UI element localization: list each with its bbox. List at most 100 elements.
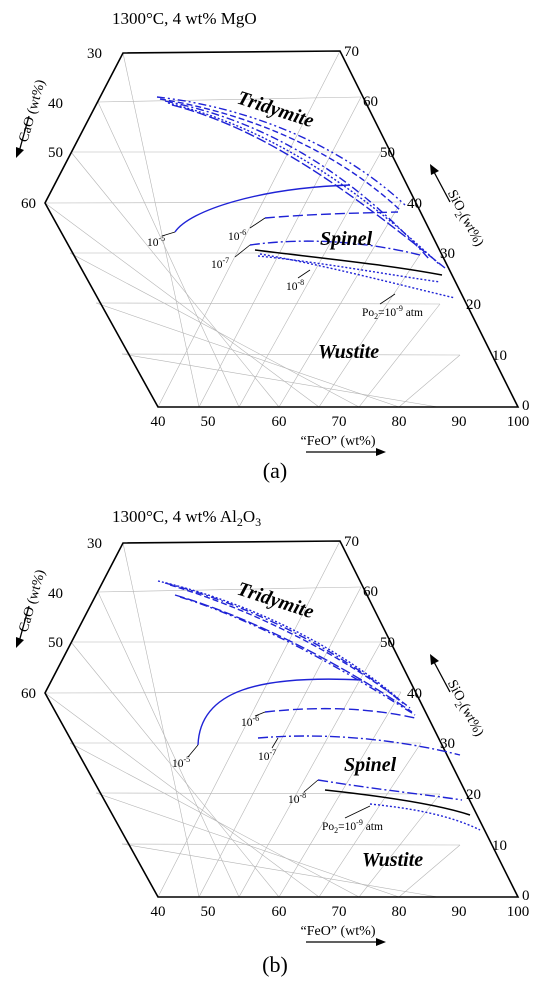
po2-label-10-8: 10-8 xyxy=(286,278,304,293)
svg-text:CaO (wt%): CaO (wt%) xyxy=(17,78,49,144)
sio2-tick: 20 xyxy=(466,297,481,313)
cao-axis-arrow xyxy=(18,605,30,643)
cao-axis-arrow xyxy=(18,115,30,153)
svg-text:CaO (wt%): CaO (wt%) xyxy=(17,568,49,634)
po2-label-10-8: 10-8 xyxy=(288,791,306,806)
sio2-tick: 70 xyxy=(344,534,359,550)
phase-label-tridymite: Tridymite xyxy=(234,578,316,623)
tridymite-boundary-10-5 xyxy=(156,96,406,206)
panel-a-curves xyxy=(156,96,456,299)
feo-tick: 50 xyxy=(201,414,216,430)
tridymite-boundary-10-6 xyxy=(159,98,401,211)
sio2-tick: 30 xyxy=(440,736,455,752)
sio2-tick: 10 xyxy=(492,838,507,854)
po2-curve-10-5 xyxy=(197,678,363,746)
sio2-tick: 60 xyxy=(363,94,378,110)
feo-tick: 70 xyxy=(332,904,347,920)
po2-boundary-black xyxy=(324,789,471,816)
cao-tick: 50 xyxy=(48,635,63,651)
sio2-tick: 20 xyxy=(466,787,481,803)
po2-boundary-black xyxy=(254,249,443,276)
sio2-tick: 40 xyxy=(407,196,422,212)
po2-curve-10-5 xyxy=(174,184,351,233)
panel-a: 1300°C, 4 wt% MgO xyxy=(16,9,530,483)
feo-tick: 70 xyxy=(332,414,347,430)
feo-tick: 40 xyxy=(151,904,166,920)
sio2-tick: 50 xyxy=(380,145,395,161)
panel-a-grid xyxy=(44,50,461,408)
cao-tick: 40 xyxy=(48,96,63,112)
sio2-tick: 50 xyxy=(380,635,395,651)
tridymite-boundary-10-8 xyxy=(167,102,441,266)
tridymite-boundary-10-9 xyxy=(171,104,446,269)
po2-label-10-7: 10-7 xyxy=(211,256,229,271)
panel-b: 1300°C, 4 wt% Al2O3 30 40 5 xyxy=(16,507,530,977)
feo-tick: 100 xyxy=(507,904,530,920)
panel-b-title: 1300°C, 4 wt% Al2O3 xyxy=(112,507,261,529)
phase-label-wustite: Wustite xyxy=(362,849,423,871)
sio2-tick: 70 xyxy=(344,44,359,60)
tridymite-boundary-10-9 xyxy=(179,596,416,716)
tridymite-boundary-10-7 xyxy=(169,584,411,709)
tridymite-boundary-10-7 xyxy=(164,100,431,261)
po2-label-10-5: 10-5 xyxy=(172,755,190,770)
po2-curve-10-9 xyxy=(259,253,456,299)
sio2-arrowhead-icon xyxy=(430,654,439,665)
cao-axis-label: CaO (wt%) xyxy=(17,568,49,634)
cao-arrowhead-icon xyxy=(16,637,24,648)
panel-a-title: 1300°C, 4 wt% MgO xyxy=(112,9,257,28)
feo-tick: 80 xyxy=(392,414,407,430)
po2-curve-10-9 xyxy=(369,803,481,831)
phase-label-wustite: Wustite xyxy=(318,341,379,363)
sio2-tick: 60 xyxy=(363,584,378,600)
panel-b-curves xyxy=(157,580,481,831)
po2-label-10-7: 10-7 xyxy=(258,748,276,763)
feo-tick: 50 xyxy=(201,904,216,920)
feo-tick: 80 xyxy=(392,904,407,920)
cao-tick: 30 xyxy=(87,46,102,62)
sio2-tick: 30 xyxy=(440,246,455,262)
panel-b-grid xyxy=(44,540,461,898)
po2-curve-10-7 xyxy=(257,735,461,756)
panel-b-frame xyxy=(44,540,520,898)
feo-arrowhead-icon xyxy=(376,448,386,456)
sio2-tick: 40 xyxy=(407,686,422,702)
po2-curve-10-8 xyxy=(257,255,441,283)
po2-curve-10-8 xyxy=(317,779,463,801)
feo-axis-label: “FeO” (wt%) xyxy=(300,434,375,449)
sio2-tick: 10 xyxy=(492,348,507,364)
sio2-tick: 0 xyxy=(522,398,530,414)
feo-tick: 90 xyxy=(452,904,467,920)
po2-label-10-6: 10-6 xyxy=(228,228,246,243)
po2-label-10-9: Po2=10-9 atm xyxy=(322,818,383,835)
po2-label-10-9: Po2=10-9 atm xyxy=(362,304,423,321)
tridymite-boundary-10-6 xyxy=(164,582,406,706)
cao-axis-label: CaO (wt%) xyxy=(17,78,49,144)
po2-curve-10-6 xyxy=(264,707,416,719)
feo-tick: 60 xyxy=(272,414,287,430)
po2-curve-10-7 xyxy=(249,240,421,256)
panel-a-label: (a) xyxy=(263,458,287,483)
po2-label-10-6: 10-6 xyxy=(241,714,259,729)
feo-tick: 90 xyxy=(452,414,467,430)
feo-tick: 60 xyxy=(272,904,287,920)
sio2-tick: 0 xyxy=(522,888,530,904)
cao-tick: 40 xyxy=(48,586,63,602)
sio2-axis-arrow xyxy=(433,171,451,203)
sio2-axis-arrow xyxy=(433,661,451,693)
cao-tick: 60 xyxy=(21,686,36,702)
cao-arrowhead-icon xyxy=(16,147,24,158)
tridymite-boundary-10-8 xyxy=(174,594,413,713)
feo-arrowhead-icon xyxy=(376,938,386,946)
tridymite-boundary-10-5 xyxy=(157,580,401,701)
po2-curve-10-6 xyxy=(264,211,399,219)
phase-label-spinel: Spinel xyxy=(344,754,397,776)
feo-tick: 40 xyxy=(151,414,166,430)
cao-tick: 30 xyxy=(87,536,102,552)
cao-tick: 50 xyxy=(48,145,63,161)
feo-tick: 100 xyxy=(507,414,530,430)
sio2-arrowhead-icon xyxy=(430,164,439,175)
phase-label-spinel: Spinel xyxy=(320,228,373,250)
cao-tick: 60 xyxy=(21,196,36,212)
